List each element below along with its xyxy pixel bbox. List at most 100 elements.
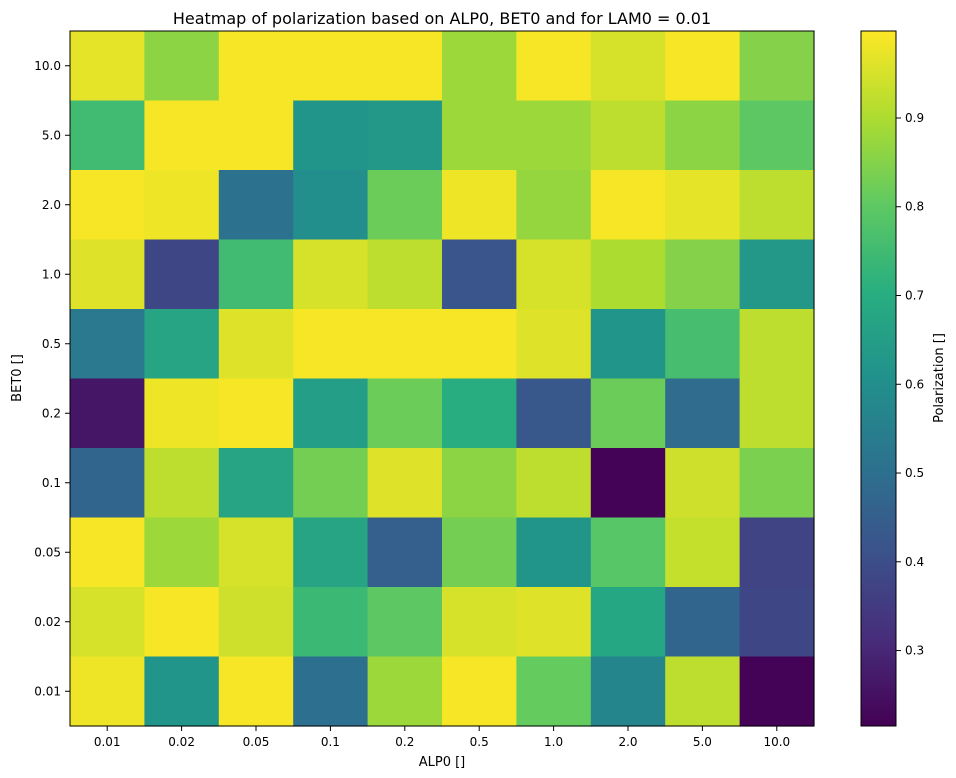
heatmap-cell [590,656,666,727]
x-axis-ticks: 0.01 0.02 0.05 0.1 0.2 0.5 1.0 2.0 5.0 10.0 [94,726,790,749]
y-tick-label: 0.01 [34,684,61,698]
heatmap-cell [144,448,220,519]
x-tick-label: 0.02 [168,735,195,749]
heatmap-cell [516,170,592,241]
heatmap-cell [367,309,443,380]
y-tick-label: 10.0 [34,59,61,73]
heatmap-cell [590,517,666,588]
heatmap-cell [516,309,592,380]
heatmap-cell [665,587,741,658]
heatmap-cell [293,656,369,727]
y-tick-label: 0.1 [42,476,61,490]
heatmap-cell [442,587,517,658]
y-tick-label: 0.05 [34,545,61,559]
heatmap-cell [218,378,294,449]
heatmap-cell [70,378,145,449]
heatmap-cell [665,656,741,727]
heatmap-cell [70,239,145,310]
heatmap-cell [367,31,443,102]
y-tick-label: 0.02 [34,615,61,629]
heatmap-cell [70,170,145,241]
heatmap-cell [367,239,443,310]
heatmap-cell [590,309,666,380]
heatmap-cell [590,100,666,171]
heatmap-cell [442,517,517,588]
colorbar-tick-label: 0.6 [905,377,924,391]
heatmap-cell [367,656,443,727]
heatmap-cell [218,587,294,658]
x-tick-label: 5.0 [693,735,712,749]
heatmap-cell [293,587,369,658]
heatmap-cell [739,170,815,241]
heatmap-cell [442,309,517,380]
colorbar-tick-label: 0.7 [905,289,924,303]
plot-frame [69,30,815,727]
x-tick-label: 1.0 [544,735,563,749]
heatmap-cell [516,239,592,310]
heatmap-cell [516,378,592,449]
heatmap-cell [293,378,369,449]
heatmap-cell [516,448,592,519]
x-tick-label: 0.01 [94,735,121,749]
heatmap-cell [739,31,815,102]
heatmap-cell [739,100,815,171]
heatmap-cell [218,170,294,241]
x-tick-label: 0.5 [470,735,489,749]
heatmap-cell [442,378,517,449]
heatmap-cell [144,378,220,449]
y-tick-label: 2.0 [42,198,61,212]
heatmap-cell [739,239,815,310]
y-axis-ticks: 10.0 5.0 2.0 1.0 0.5 0.2 0.1 0.05 0.02 0.01 [34,59,70,698]
heatmap-cell [442,239,517,310]
heatmap-cell [665,309,741,380]
heatmap-cell [739,309,815,380]
heatmap-cell [665,448,741,519]
heatmap-cell [739,378,815,449]
heatmap-cell [144,31,220,102]
heatmap-cell [665,100,741,171]
y-tick-label: 0.5 [42,337,61,351]
chart-title: Heatmap of polarization based on ALP0, B… [173,9,711,28]
heatmap-cell [218,448,294,519]
colorbar-tick-label: 0.3 [905,644,924,658]
x-axis-label: ALP0 [] [419,755,466,770]
x-tick-label: 2.0 [618,735,637,749]
heatmap-cell [367,448,443,519]
heatmap-cell [293,100,369,171]
heatmap-cell [590,239,666,310]
heatmap-cell [70,656,145,727]
y-axis-label: BET0 [] [10,354,25,402]
heatmap-cell [516,587,592,658]
heatmap-cell [739,656,815,727]
heatmap-cell [367,587,443,658]
x-tick-label: 10.0 [763,735,790,749]
heatmap-cell [516,656,592,727]
heatmap-cell [218,239,294,310]
heatmap-cell [442,448,517,519]
heatmap-cell [590,31,666,102]
heatmap-cell [218,656,294,727]
heatmap-cell [70,309,145,380]
heatmap-cell [590,170,666,241]
colorbar-tick-label: 0.9 [905,111,924,125]
heatmap-cell [516,100,592,171]
heatmap-cell [218,100,294,171]
y-tick-label: 0.2 [42,406,61,420]
heatmap-cell [144,309,220,380]
colorbar-label: Polarization [] [932,333,947,423]
heatmap-cell [218,31,294,102]
heatmap-cell [442,170,517,241]
colorbar-tick-label: 0.8 [905,200,924,214]
y-tick-label: 5.0 [42,128,61,142]
heatmap-cell [293,239,369,310]
heatmap-cell [442,100,517,171]
heatmap-cell [665,170,741,241]
heatmap-cell [70,100,145,171]
heatmap-cell [293,517,369,588]
heatmap-cell [367,517,443,588]
heatmap-cell [590,448,666,519]
colorbar-tick-label: 0.4 [905,555,924,569]
y-tick-label: 1.0 [42,267,61,281]
heatmap-cell [144,587,220,658]
heatmap-cell [590,378,666,449]
